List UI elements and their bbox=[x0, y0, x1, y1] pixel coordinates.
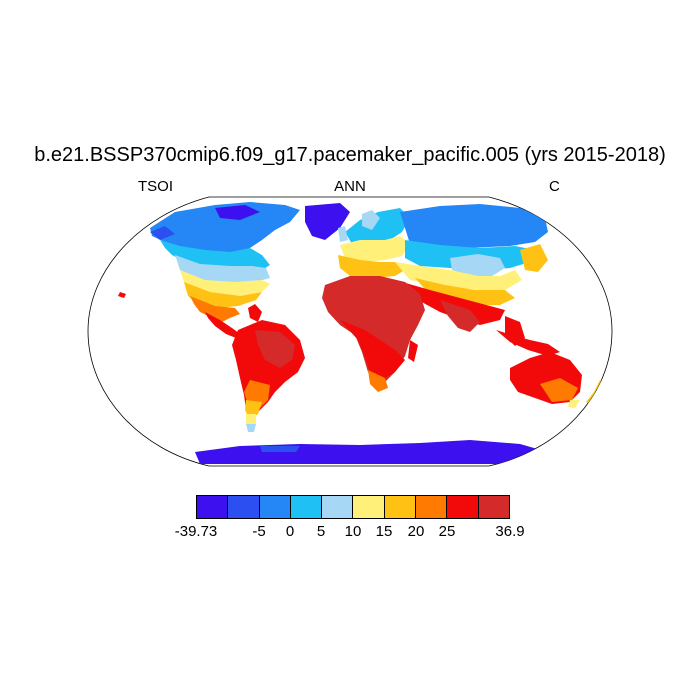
colorbar-bin bbox=[259, 496, 291, 518]
colorbar-tick-label: 25 bbox=[438, 523, 456, 540]
colorbar-tick-label: 5 bbox=[316, 523, 326, 540]
colorbar-bin bbox=[322, 496, 354, 518]
colorbar-bin bbox=[353, 496, 385, 518]
colorbar-bin bbox=[478, 496, 509, 518]
colorbar-bin bbox=[290, 496, 323, 518]
units-label: C bbox=[549, 178, 560, 195]
north-america bbox=[118, 202, 350, 338]
colorbar-tick-label: 10 bbox=[344, 523, 362, 540]
colorbar-tick-label: -5 bbox=[252, 523, 266, 540]
south-america bbox=[232, 320, 305, 432]
africa bbox=[322, 276, 425, 392]
colorbar-bin bbox=[228, 496, 260, 518]
colorbar-bin bbox=[384, 496, 417, 518]
colorbar-tick-label: 20 bbox=[407, 523, 425, 540]
europe bbox=[338, 208, 410, 278]
season-label: ANN bbox=[334, 178, 366, 195]
australia bbox=[510, 352, 605, 408]
colorbar bbox=[196, 495, 510, 519]
plot-title: b.e21.BSSP370cmip6.f09_g17.pacemaker_pac… bbox=[34, 144, 666, 166]
colorbar-tick-label: -39.73 bbox=[174, 523, 218, 540]
colorbar-bin bbox=[197, 496, 229, 518]
colorbar-bin bbox=[416, 496, 448, 518]
variable-label: TSOI bbox=[138, 178, 174, 195]
colorbar-tick-label: 15 bbox=[375, 523, 393, 540]
antarctica bbox=[195, 440, 548, 464]
colorbar-tick-label: 36.9 bbox=[495, 523, 525, 540]
colorbar-tick-label: 0 bbox=[285, 523, 295, 540]
colorbar-bin bbox=[447, 496, 479, 518]
asia bbox=[395, 204, 560, 356]
